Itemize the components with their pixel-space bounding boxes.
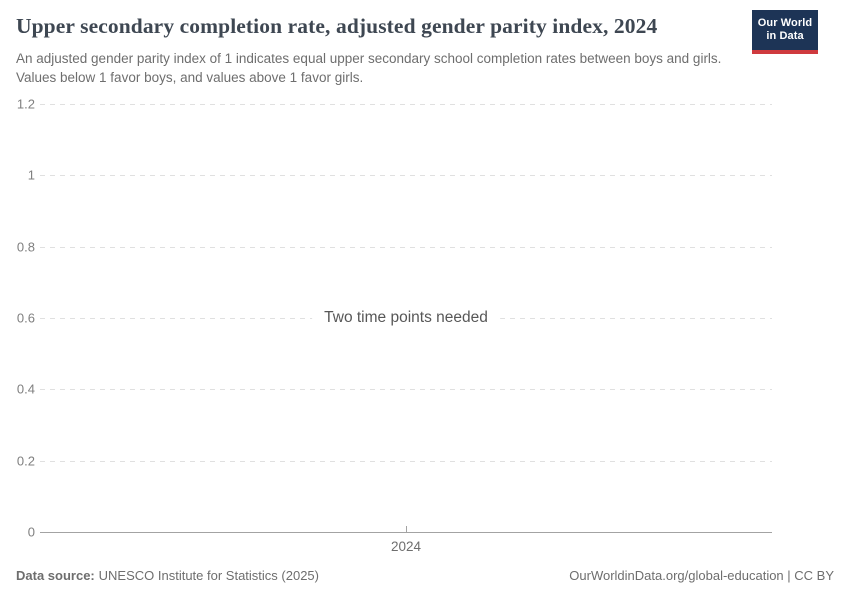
gridline <box>40 175 772 177</box>
owid-logo-line2: in Data <box>766 30 804 42</box>
chart-subtitle: An adjusted gender parity index of 1 ind… <box>16 50 722 85</box>
chart-header: Upper secondary completion rate, adjuste… <box>16 10 834 87</box>
x-axis-line <box>40 532 772 533</box>
gridline <box>40 246 772 248</box>
y-axis-tick-label: 1 <box>27 167 35 183</box>
attribution-link[interactable]: OurWorldinData.org/global-education | CC… <box>569 568 834 583</box>
empty-state-message: Two time points needed <box>312 307 500 329</box>
owid-logo-line1: Our World <box>757 16 813 29</box>
y-axis-tick-label: 1.2 <box>16 96 35 112</box>
y-axis-tick-label: 0.6 <box>16 310 35 326</box>
x-axis-tick-label: 2024 <box>390 539 422 554</box>
chart-footer: Data source: UNESCO Institute for Statist… <box>16 568 834 583</box>
plot-area: 1.2 1 0.8 0.6 0.4 0.2 0 Two time points … <box>17 97 772 554</box>
y-axis-tick-label: 0.2 <box>16 453 35 469</box>
y-axis-tick-label: 0.8 <box>16 239 35 255</box>
y-axis-tick-label: 0.4 <box>16 381 35 397</box>
owid-logo[interactable]: Our World in Data <box>752 10 818 54</box>
gridline <box>40 460 772 462</box>
y-axis-tick-label: 0 <box>27 524 35 540</box>
gridline <box>40 104 772 105</box>
x-axis-tick-mark <box>405 526 407 532</box>
data-source-label: Data source: <box>16 568 95 583</box>
gridline <box>40 389 772 391</box>
data-source: Data source: UNESCO Institute for Statist… <box>16 568 319 583</box>
chart-title: Upper secondary completion rate, adjuste… <box>16 14 658 38</box>
data-source-value: UNESCO Institute for Statistics (2025) <box>98 568 319 583</box>
